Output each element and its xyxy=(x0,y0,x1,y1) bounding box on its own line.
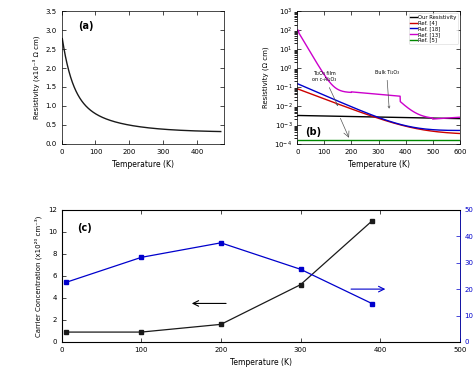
Ref. [5] xyxy=(295,138,301,142)
Our Resistivity xyxy=(406,116,412,120)
Y-axis label: Resistivity (x10⁻³ Ω cm): Resistivity (x10⁻³ Ω cm) xyxy=(32,36,40,119)
X-axis label: Temperature (K): Temperature (K) xyxy=(112,160,174,169)
Ref. [18] xyxy=(406,124,412,129)
X-axis label: Temperature (K): Temperature (K) xyxy=(230,358,292,367)
Ref. [4] xyxy=(295,87,301,91)
Line: Ref. [18]: Ref. [18] xyxy=(298,84,460,130)
Our Resistivity xyxy=(360,114,366,119)
Legend: Our Resistivity, Ref. [4], Ref. [18], Ref. [13], Ref. [5]: Our Resistivity, Ref. [4], Ref. [18], Re… xyxy=(409,13,458,44)
Y-axis label: Carrier Concentration (x10²⁰ cm⁻³): Carrier Concentration (x10²⁰ cm⁻³) xyxy=(35,215,42,337)
Ref. [18] xyxy=(311,89,317,93)
Line: Ref. [4]: Ref. [4] xyxy=(298,89,460,133)
Ref. [5] xyxy=(421,138,427,142)
Ref. [4] xyxy=(424,128,430,133)
Our Resistivity xyxy=(424,116,430,120)
Our Resistivity xyxy=(295,113,301,118)
Ref. [18] xyxy=(295,82,301,86)
Ref. [5] xyxy=(457,138,463,142)
Our Resistivity xyxy=(311,114,317,118)
Text: (b): (b) xyxy=(305,127,321,137)
Ref. [18] xyxy=(366,112,372,116)
Ref. [13] xyxy=(366,91,372,96)
Our Resistivity xyxy=(366,115,372,119)
Ref. [4] xyxy=(406,125,412,129)
Ref. [18] xyxy=(424,127,430,131)
Ref. [18] xyxy=(455,128,461,133)
Text: Bulk Ti₂O₃: Bulk Ti₂O₃ xyxy=(374,70,399,108)
Ref. [5] xyxy=(360,138,366,142)
Ref. [5] xyxy=(406,138,412,142)
Ref. [13] xyxy=(424,115,430,119)
X-axis label: Temperature (K): Temperature (K) xyxy=(347,160,410,169)
Ref. [13] xyxy=(421,114,427,119)
Ref. [4] xyxy=(360,111,366,116)
Ref. [5] xyxy=(311,138,317,142)
Ref. [5] xyxy=(366,138,372,142)
Ref. [5] xyxy=(424,138,430,142)
Ref. [4] xyxy=(457,131,463,136)
Line: Ref. [13]: Ref. [13] xyxy=(298,30,460,119)
Ref. [13] xyxy=(457,115,463,120)
Y-axis label: Resistivity (Ω cm): Resistivity (Ω cm) xyxy=(263,47,269,108)
Ref. [4] xyxy=(421,128,427,132)
Ref. [18] xyxy=(421,127,427,131)
Our Resistivity xyxy=(457,116,463,121)
Ref. [13] xyxy=(311,57,317,61)
Line: Our Resistivity: Our Resistivity xyxy=(298,116,460,119)
Ref. [18] xyxy=(457,128,463,133)
Ref. [13] xyxy=(430,117,436,121)
Ref. [13] xyxy=(406,106,412,111)
Ref. [18] xyxy=(360,109,366,114)
Text: (c): (c) xyxy=(78,223,92,233)
Ref. [4] xyxy=(366,113,372,117)
Ref. [13] xyxy=(360,91,366,95)
Text: (a): (a) xyxy=(78,21,93,31)
Our Resistivity xyxy=(421,116,427,120)
Ref. [4] xyxy=(311,93,317,98)
Ref. [13] xyxy=(295,28,301,33)
Text: Ti₂O₃ film
on c-Al₂O₃: Ti₂O₃ film on c-Al₂O₃ xyxy=(312,71,338,106)
